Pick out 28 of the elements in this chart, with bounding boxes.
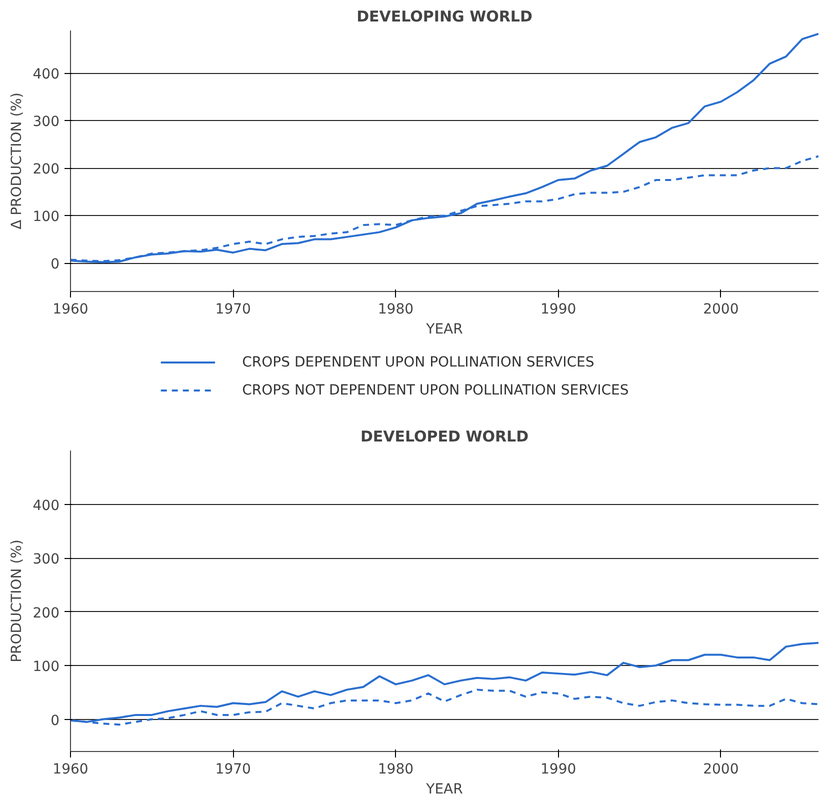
y-tick-label: 400 [32,66,60,83]
y-tick-label: 100 [32,659,60,675]
x-tick-label: 1960 [52,302,88,318]
y-tick-label: 0 [50,256,60,273]
x-tick-label: 1990 [540,302,576,318]
x-tick-label: 1980 [378,302,414,318]
y-tick-label: 400 [32,498,60,514]
y-tick-label: 100 [32,209,60,226]
x-axis-title: YEAR [425,322,464,338]
chart-title: DEVELOPING WORLD [356,8,532,26]
y-tick-label: 300 [32,552,60,568]
x-tick-label: 1990 [540,762,576,778]
y-axis-title: PRODUCTION (%) [8,540,25,662]
y-tick-label: 200 [32,605,60,622]
legend-label: CROPS DEPENDENT UPON POLLINATION SERVICES [242,354,594,370]
legend-label: CROPS NOT DEPENDENT UPON POLLINATION SERVICES [242,382,629,398]
x-tick-label: 2000 [703,762,739,778]
x-tick-label: 1970 [215,302,251,318]
x-tick-label: 2000 [703,302,739,318]
x-tick-label: 1970 [215,762,251,778]
chart-title: DEVELOPED WORLD [360,428,529,446]
x-tick-label: 1980 [378,762,414,778]
y-axis-title: Δ PRODUCTION (%) [8,92,25,230]
y-tick-label: 0 [50,712,60,729]
y-tick-label: 200 [32,162,60,178]
x-tick-label: 1960 [52,762,88,778]
x-axis-title: YEAR [425,782,464,798]
y-tick-label: 300 [32,114,60,130]
